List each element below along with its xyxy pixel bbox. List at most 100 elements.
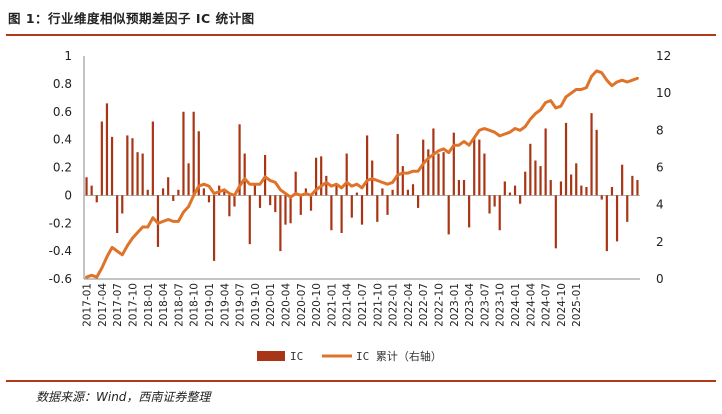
ic-bar <box>483 153 486 196</box>
ic-bar <box>519 195 522 204</box>
ic-bar <box>187 163 190 196</box>
ic-bar <box>85 177 88 196</box>
source-note: 数据来源：Wind，西南证券整理 <box>36 390 211 404</box>
ic-bar <box>600 195 603 200</box>
ic-bar <box>141 153 144 196</box>
left-tick-label: 0 <box>64 188 72 202</box>
ic-bar <box>228 195 231 217</box>
ic-bar <box>457 180 461 196</box>
ic-bar <box>559 181 563 196</box>
ic-bar <box>110 136 114 196</box>
left-tick-label: 1 <box>64 49 72 63</box>
x-tick-label: 2021-04 <box>342 283 354 327</box>
x-tick-label: 2024-10 <box>556 283 568 327</box>
ic-bar <box>269 195 272 206</box>
right-tick-label: 0 <box>656 272 664 286</box>
ic-bar <box>279 195 282 252</box>
ic-bar <box>549 180 552 196</box>
ic-bar <box>238 124 241 196</box>
x-tick-label: 2022-01 <box>388 283 400 327</box>
ic-bar <box>508 192 512 196</box>
ic-bar <box>90 185 93 196</box>
ic-bar <box>197 131 200 196</box>
ic-bar <box>202 188 205 196</box>
figure-title: 图 1：行业维度相似预期差因子 IC 统计图 <box>8 11 255 26</box>
x-tick-label: 2022-04 <box>403 283 415 327</box>
ic-bar <box>595 129 598 196</box>
ic-bar <box>182 111 185 196</box>
ic-bar <box>100 121 103 196</box>
ic-bar <box>422 139 425 196</box>
x-tick-label: 2019-01 <box>204 283 216 327</box>
left-tick-label: 0.8 <box>53 77 72 91</box>
ic-bar <box>503 181 506 196</box>
ic-bar <box>304 188 307 196</box>
ic-bar <box>417 195 420 208</box>
ic-bar <box>212 195 216 261</box>
ic-bar <box>136 152 139 196</box>
bottom-rule <box>6 380 716 382</box>
ic-bars <box>85 103 639 261</box>
ic-bar <box>161 188 165 196</box>
ic-bar <box>610 187 614 196</box>
x-tick-label: 2017-10 <box>127 283 139 327</box>
ic-bar <box>345 153 348 196</box>
x-tick-label: 2019-04 <box>219 283 231 327</box>
right-tick-label: 12 <box>656 49 671 63</box>
x-tick-label: 2018-01 <box>143 283 155 327</box>
ic-bar <box>381 188 384 196</box>
ic-bar <box>314 157 318 196</box>
x-tick-label: 2021-01 <box>326 283 338 327</box>
x-tick-label: 2021-07 <box>357 283 369 327</box>
ic-bar <box>258 195 262 208</box>
left-tick-label: -0.4 <box>49 244 72 258</box>
ic-bar <box>478 139 481 196</box>
ic-bar <box>309 195 313 211</box>
ic-bar <box>554 195 557 249</box>
ic-bar <box>636 180 639 196</box>
ic-bar <box>570 174 573 196</box>
x-tick-label: 2020-10 <box>311 283 323 327</box>
ic-bar <box>376 195 379 222</box>
right-axis-ticks: 0 2 4 6 8 10 12 <box>656 49 671 286</box>
ic-bar <box>437 153 440 196</box>
x-tick-label: 2021-10 <box>372 283 384 327</box>
ic-bar <box>473 136 476 196</box>
ic-bar <box>289 195 292 224</box>
ic-bar <box>575 163 578 196</box>
ic-bar <box>564 122 568 196</box>
ic-bar <box>605 195 608 252</box>
ic-bar <box>513 185 517 196</box>
ic-bar <box>462 180 466 196</box>
x-tick-label: 2022-10 <box>434 283 446 327</box>
ic-bar <box>621 164 624 196</box>
ic-bar <box>544 128 547 196</box>
x-tick-label: 2023-07 <box>479 283 491 327</box>
ic-bar <box>192 111 195 196</box>
x-tick-label: 2018-07 <box>173 283 185 327</box>
chart-legend: IC IC 累计（右轴） <box>257 349 442 363</box>
ic-bar <box>233 195 236 207</box>
ic-bar <box>223 189 226 196</box>
ic-bar <box>126 135 129 196</box>
ic-bar <box>350 195 353 218</box>
ic-bar <box>146 189 149 196</box>
ic-bar <box>274 195 277 213</box>
left-tick-label: 0.2 <box>53 161 72 175</box>
ic-bar <box>116 195 119 234</box>
ic-bar <box>391 189 394 196</box>
ic-bar <box>172 195 175 201</box>
ic-bar <box>529 143 532 196</box>
ic-bar <box>284 195 287 225</box>
left-tick-label: 0.6 <box>53 105 72 119</box>
ic-cumulative-line <box>85 69 639 279</box>
ic-bar <box>167 177 170 196</box>
ic-bar <box>401 166 404 196</box>
right-tick-label: 10 <box>656 86 671 100</box>
ic-bar <box>590 113 593 196</box>
left-axis-ticks: -0.6 -0.4 -0.2 0 0.2 0.4 0.6 0.8 1 <box>49 49 72 286</box>
ic-bar <box>294 171 297 196</box>
x-tick-label: 2022-07 <box>418 283 430 327</box>
ic-bar <box>396 134 399 196</box>
